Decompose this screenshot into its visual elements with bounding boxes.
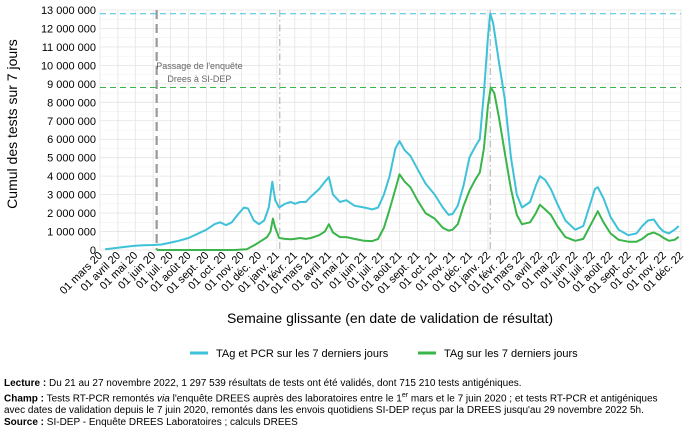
y-tick-label: 13 000 000 — [41, 5, 96, 17]
y-tick-label: 11 000 000 — [42, 42, 96, 54]
note-champ-text-1: Tests RT-PCR remontés — [46, 393, 155, 405]
note-champ-text-3: mars et le 7 juin 2020 ; et tests RT-PCR… — [4, 393, 658, 417]
y-axis: 0 1 000 000 2 000 000 3 000 000 4 000 000 5 0… — [41, 5, 96, 257]
note-source-text: SI-DEP - Enquête DREES Laboratoires ; ca… — [46, 417, 298, 429]
grid — [99, 9, 682, 251]
annotation: Passage de l'enquête Drees à SI-DEP — [156, 61, 242, 84]
y-tick-label: 9 000 000 — [47, 79, 96, 91]
y-tick-label: 10 000 000 — [41, 60, 96, 72]
reference-lines — [100, 10, 681, 250]
legend-label: TAg sur les 7 derniers jours — [444, 348, 578, 360]
series-line — [105, 12, 680, 251]
y-tick-label: 1 000 000 — [47, 227, 96, 239]
annotation-line-1: Passage de l'enquête — [156, 61, 242, 71]
legend-label: TAg et PCR sur les 7 derniers jours — [216, 348, 389, 360]
note-champ: Champ : Tests RT-PCR remontés via l'enqu… — [4, 390, 680, 417]
annotation-line-2: Drees à SI-DEP — [167, 74, 231, 84]
note-champ-text-2: l'enquête DREES auprès des laboratoires … — [172, 393, 402, 405]
chart: 0 1 000 000 2 000 000 3 000 000 4 000 000 5 0… — [4, 5, 685, 360]
note-lecture-label: Lecture : — [4, 378, 47, 389]
y-tick-label: 8 000 000 — [47, 97, 96, 109]
note-champ-via: via — [157, 393, 170, 405]
y-tick-label: 5 000 000 — [47, 153, 96, 165]
y-axis-label: Cumul des tests sur 7 jours — [4, 39, 20, 209]
x-axis-label: Semaine glissante (en date de validation… — [227, 310, 553, 326]
note-champ-sup: er — [401, 392, 409, 399]
y-tick-label: 2 000 000 — [47, 208, 96, 220]
y-tick-label: 0 — [90, 245, 96, 257]
y-tick-label: 3 000 000 — [47, 190, 96, 202]
y-tick-label: 7 000 000 — [47, 116, 96, 128]
legend: TAg et PCR sur les 7 derniers jours TAg s… — [190, 348, 578, 360]
series-line — [156, 86, 680, 251]
y-tick-label: 4 000 000 — [47, 171, 96, 183]
y-tick-label: 6 000 000 — [47, 134, 96, 146]
notes: Lecture : Du 21 au 27 novembre 2022, 1 2… — [4, 378, 680, 429]
note-lecture-text: Du 21 au 27 novembre 2022, 1 297 539 rés… — [49, 378, 522, 389]
note-source: Source : SI-DEP - Enquête DREES Laborato… — [4, 417, 680, 429]
note-champ-label: Champ : — [4, 393, 44, 405]
note-lecture: Lecture : Du 21 au 27 novembre 2022, 1 2… — [4, 378, 680, 390]
y-tick-label: 12 000 000 — [41, 23, 96, 35]
note-source-label: Source : — [4, 417, 45, 429]
series-lines — [105, 12, 680, 251]
